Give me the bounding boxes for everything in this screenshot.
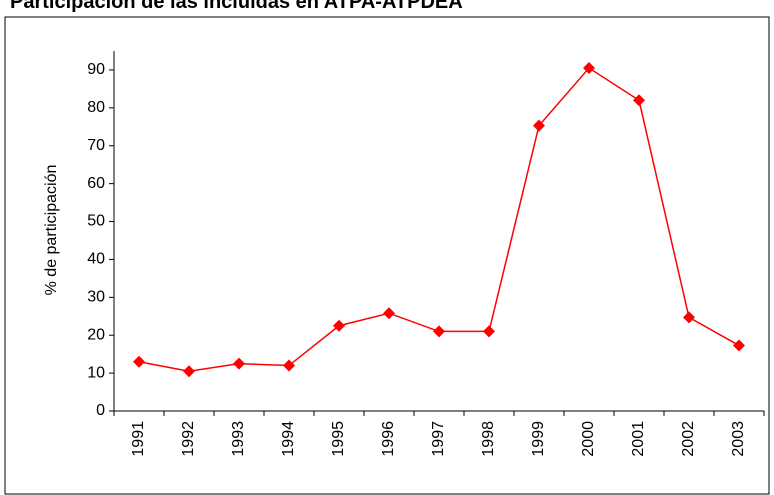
- data-point: [483, 325, 495, 338]
- data-point: [133, 355, 145, 368]
- y-tick-label: 40: [87, 251, 105, 268]
- x-tick-label: 1997: [430, 421, 447, 457]
- y-tick-label: 0: [96, 402, 105, 419]
- data-point: [333, 319, 345, 332]
- x-tick-label: 1992: [180, 421, 197, 457]
- data-point: [183, 365, 195, 378]
- x-tick-label: 1995: [330, 421, 347, 457]
- chart-title: Participación de las incluidas en ATPA-A…: [10, 0, 463, 13]
- data-point: [533, 119, 545, 132]
- y-tick-label: 60: [87, 175, 105, 192]
- data-point: [233, 357, 245, 370]
- x-tick-label: 1994: [280, 421, 297, 457]
- x-tick-label: 2001: [630, 421, 647, 457]
- x-tick-label: 1998: [480, 421, 497, 457]
- data-point: [633, 94, 645, 107]
- y-tick-label: 70: [87, 137, 105, 154]
- x-tick-label: 2002: [680, 421, 697, 457]
- x-tick-label: 1993: [230, 421, 247, 457]
- y-tick-label: 90: [87, 61, 105, 78]
- data-point: [733, 339, 745, 352]
- data-point: [383, 307, 395, 320]
- data-point: [283, 359, 295, 372]
- x-tick-label: 2003: [730, 421, 747, 457]
- y-tick-label: 50: [87, 213, 105, 230]
- y-tick-label: 80: [87, 99, 105, 116]
- y-axis-label: % de participación: [43, 165, 60, 296]
- data-point: [683, 311, 695, 324]
- data-point: [433, 325, 445, 338]
- x-tick-label: 2000: [580, 421, 597, 457]
- x-tick-label: 1991: [130, 421, 147, 457]
- y-tick-label: 20: [87, 326, 105, 343]
- x-tick-label: 1996: [380, 421, 397, 457]
- data-point: [583, 62, 595, 75]
- chart-frame: [4, 16, 770, 495]
- y-tick-label: 10: [87, 364, 105, 381]
- x-tick-label: 1999: [530, 421, 547, 457]
- y-tick-label: 30: [87, 289, 105, 306]
